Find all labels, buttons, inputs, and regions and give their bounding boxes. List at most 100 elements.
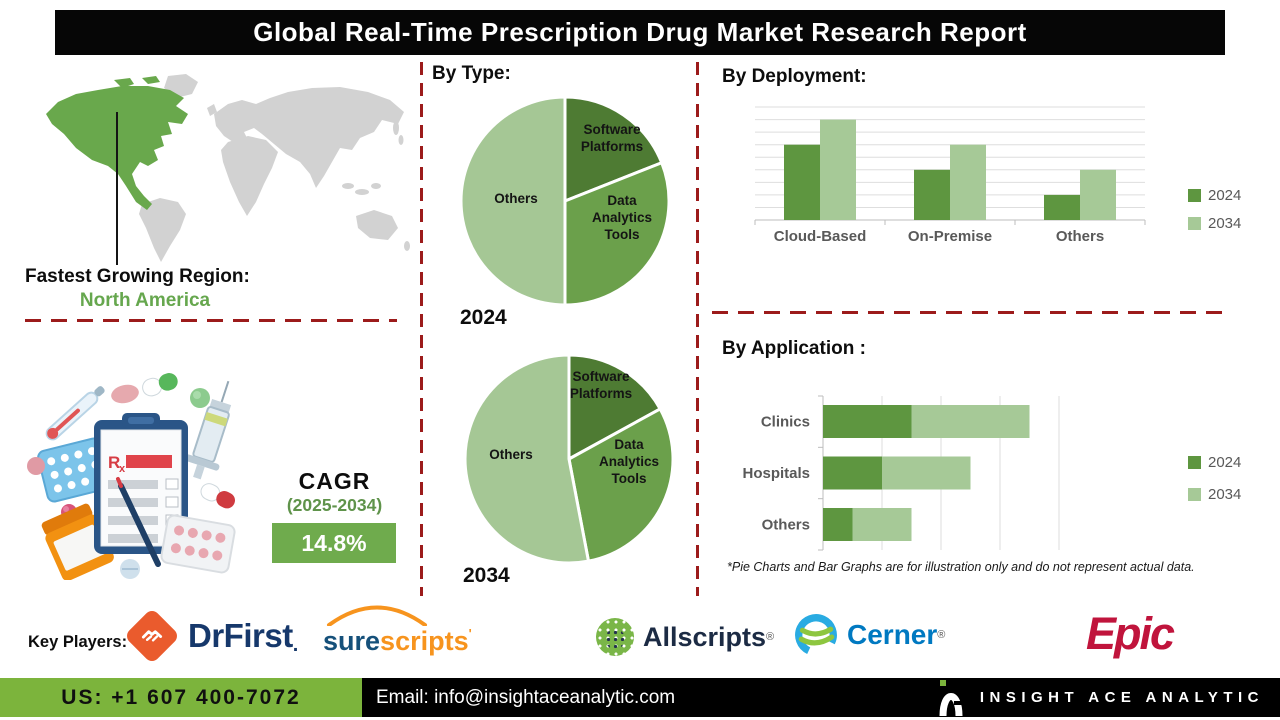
pie-slice-label: Software Platforms xyxy=(570,369,632,401)
footer-phone: US: +1 607 400-7072 xyxy=(0,678,362,717)
logo-cerner: Cerner ® xyxy=(793,612,945,658)
legend-item-2034: 2034 xyxy=(1188,486,1242,503)
map-south-america xyxy=(139,198,186,262)
bar-others-2034 xyxy=(1080,169,1116,220)
medical-illustration: R x xyxy=(27,373,236,580)
pie-slice-data-analytics-tools xyxy=(567,407,675,563)
pill-green-round xyxy=(190,388,210,408)
pie-slice-label: Data Analytics Tools xyxy=(599,437,659,486)
bar-cloud-based-2024 xyxy=(784,144,820,220)
by-application-heading: By Application : xyxy=(722,338,866,359)
bar-others-2024 xyxy=(1044,194,1080,220)
by-deployment-legend: 2024 2034 xyxy=(1188,187,1242,232)
fastest-growing-region-value: North America xyxy=(79,290,211,311)
category-label: Hospitals xyxy=(742,465,810,482)
allscripts-globe-icon xyxy=(596,618,634,656)
report-title: Global Real-Time Prescription Drug Marke… xyxy=(55,10,1225,55)
pie-slice-software-platforms xyxy=(567,353,662,461)
map-africa xyxy=(221,136,278,216)
legend-label: 2034 xyxy=(1208,215,1242,232)
world-map xyxy=(46,74,410,262)
bar-clinics-2024 xyxy=(823,405,912,438)
pen-icon xyxy=(116,477,161,567)
category-label: Clinics xyxy=(761,414,810,431)
map-eurasia xyxy=(214,87,404,188)
pie-2034-year-label: 2034 xyxy=(463,564,510,587)
capsule-red-icon xyxy=(200,483,235,509)
category-label: Others xyxy=(1056,228,1104,245)
cerner-globe-icon xyxy=(795,614,837,656)
blister-pack-pink xyxy=(160,514,236,574)
surescripts-arc-icon xyxy=(327,605,427,626)
pie-chart-by-type-2024: Software Platforms Data Analytics Tools Other… xyxy=(459,95,671,307)
category-label: On-Premise xyxy=(908,228,992,245)
legend-item-2024: 2024 xyxy=(1188,187,1242,204)
pie-slice-others xyxy=(459,95,567,307)
capsule-green-icon xyxy=(142,373,178,397)
by-type-heading: By Type: xyxy=(432,63,511,84)
bar-chart-by-application: Clinics Hospitals Others xyxy=(742,395,1060,551)
legend-swatch xyxy=(1188,488,1201,501)
key-players-label: Key Players: xyxy=(28,633,128,651)
disclaimer-footnote: *Pie Charts and Bar Graphs are for illus… xyxy=(727,560,1195,574)
map-gray-continents xyxy=(139,74,410,262)
svg-text:R: R xyxy=(108,453,120,472)
legend-swatch xyxy=(1188,456,1201,469)
pie-slice-label: Data Analytics Tools xyxy=(592,193,652,242)
by-deployment-heading: By Deployment: xyxy=(722,66,867,87)
bar-cloud-based-2034 xyxy=(820,119,856,220)
legend-item-2034: 2034 xyxy=(1188,215,1242,232)
pill-pink-oval xyxy=(111,384,139,404)
cagr-period: (2025-2034) xyxy=(286,495,383,515)
cagr-value-badge: 14.8% xyxy=(272,523,396,563)
thermometer-icon xyxy=(45,386,105,441)
legend-item-2024: 2024 xyxy=(1188,454,1242,471)
cagr-label: CAGR xyxy=(298,468,371,494)
by-application-legend: 2024 2034 xyxy=(1188,454,1242,503)
map-uk xyxy=(207,104,217,116)
divider-vertical-right xyxy=(696,62,699,596)
legend-swatch xyxy=(1188,217,1201,230)
logo-allscripts: Allscripts ® xyxy=(596,618,774,656)
cerner-wordmark: Cerner xyxy=(847,619,938,650)
bar-hospitals-2024 xyxy=(823,456,882,490)
pill-pink-round xyxy=(27,457,45,475)
logo-surescripts: surescripts' xyxy=(323,602,472,657)
divider-left-horizontal xyxy=(25,319,397,322)
map-leader-line xyxy=(116,112,118,265)
legend-label: 2034 xyxy=(1208,486,1242,503)
legend-label: 2024 xyxy=(1208,187,1242,204)
footer-email: Email: info@insightaceanalytic.com xyxy=(376,687,676,708)
pie-slice-data-analytics-tools xyxy=(563,161,671,307)
syringe-icon xyxy=(184,380,232,480)
bar-on-premise-2034 xyxy=(950,144,986,220)
pie-slice-label: Software Platforms xyxy=(581,122,643,154)
bar-on-premise-2024 xyxy=(914,169,950,220)
divider-right-horizontal xyxy=(712,311,1230,314)
category-label: Others xyxy=(762,517,810,534)
bar-clinics-2034 xyxy=(911,405,1030,438)
bar-others-2034 xyxy=(852,508,912,541)
pie-slice-label: Others xyxy=(494,191,538,206)
logo-drfirst: DrFirst . xyxy=(123,607,298,665)
bar-chart-by-deployment: Cloud-Based On-Premise Others xyxy=(754,106,1146,245)
legend-swatch xyxy=(1188,189,1201,202)
footer-bar: Email: info@insightaceanalytic.com INSIG… xyxy=(362,678,1280,717)
drfirst-handshake-icon xyxy=(123,607,181,665)
insight-ace-logo-icon xyxy=(939,679,964,716)
fastest-growing-region-label: Fastest Growing Region: xyxy=(25,266,250,287)
pie-2024-year-label: 2024 xyxy=(460,306,507,329)
footer-brand: INSIGHT ACE ANALYTIC xyxy=(938,678,1264,717)
pie-slice-label: Others xyxy=(489,447,533,462)
pie-slice-others xyxy=(463,353,590,565)
bar-others-2024 xyxy=(823,508,853,541)
surescripts-wordmark: surescripts' xyxy=(323,626,472,656)
category-label: Cloud-Based xyxy=(774,228,867,245)
svg-text:x: x xyxy=(119,463,126,475)
drfirst-wordmark: DrFirst xyxy=(188,617,293,654)
legend-label: 2024 xyxy=(1208,454,1242,471)
logo-epic: Epic xyxy=(1086,608,1175,660)
epic-wordmark: Epic xyxy=(1086,608,1175,659)
pie-chart-by-type-2034: Software Platforms Data Analytics Tools Other… xyxy=(463,353,675,565)
pie-slice-software-platforms xyxy=(563,95,664,203)
